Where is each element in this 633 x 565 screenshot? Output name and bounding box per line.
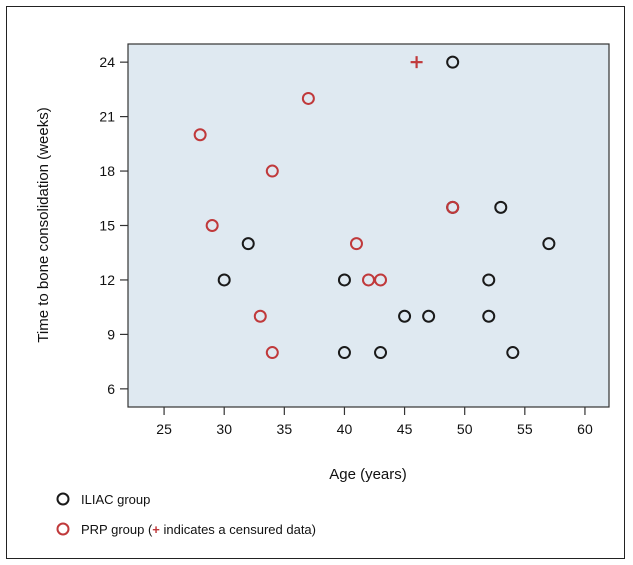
prp-group-point bbox=[374, 273, 388, 287]
x-tick-label: 45 bbox=[397, 421, 413, 437]
prp-group-point bbox=[349, 237, 363, 251]
y-tick-label: 9 bbox=[107, 326, 115, 342]
legend-prp-prefix: PRP group ( bbox=[81, 522, 153, 537]
prp-group-point bbox=[301, 91, 315, 105]
prp-group-point bbox=[265, 164, 279, 178]
y-axis: 6 9 12 15 18 21 24 bbox=[99, 54, 128, 397]
x-tick-label: 55 bbox=[517, 421, 533, 437]
y-tick-label: 15 bbox=[99, 218, 115, 234]
scatter-chart: 6 9 12 15 18 21 24 25 30 35 40 45 50 55 60 Age (years… bbox=[35, 43, 610, 537]
y-tick-label: 12 bbox=[99, 272, 115, 288]
y-tick-label: 24 bbox=[99, 54, 115, 70]
plot-area bbox=[127, 43, 610, 408]
prp-group-point bbox=[446, 200, 460, 214]
x-tick-label: 35 bbox=[277, 421, 293, 437]
y-tick-label: 6 bbox=[107, 381, 115, 397]
x-axis: 25 30 35 40 45 50 55 60 bbox=[156, 407, 593, 437]
prp-group-point bbox=[253, 309, 267, 323]
legend-censored-symbol: + bbox=[152, 522, 160, 537]
iliac-group-point bbox=[494, 200, 508, 214]
prp-group-point bbox=[362, 273, 375, 287]
data-points bbox=[193, 55, 556, 360]
iliac-group-point bbox=[422, 309, 436, 323]
figure-frame: 6 9 12 15 18 21 24 25 30 35 40 45 50 55 60 Age (years… bbox=[6, 6, 625, 559]
legend-iliac-marker bbox=[56, 492, 70, 506]
legend: ILIAC group PRP group (+ indicates a cen… bbox=[56, 492, 316, 537]
iliac-group-point bbox=[241, 237, 255, 251]
x-axis-label: Age (years) bbox=[329, 466, 407, 483]
iliac-group-point bbox=[374, 346, 388, 360]
x-tick-label: 30 bbox=[216, 421, 232, 437]
iliac-group-point bbox=[446, 55, 460, 69]
prp-group-point bbox=[265, 346, 279, 360]
legend-prp-marker bbox=[56, 522, 70, 536]
legend-prp-suffix: indicates a censured data) bbox=[160, 522, 316, 537]
x-tick-label: 40 bbox=[337, 421, 353, 437]
iliac-group-point bbox=[482, 309, 496, 323]
iliac-group-point bbox=[337, 346, 351, 360]
x-tick-label: 60 bbox=[577, 421, 593, 437]
x-tick-label: 25 bbox=[156, 421, 172, 437]
x-tick-label: 50 bbox=[457, 421, 473, 437]
y-axis-label: Time to bone consolidation (weeks) bbox=[35, 107, 52, 342]
iliac-group-point bbox=[217, 273, 231, 287]
y-tick-label: 21 bbox=[99, 109, 115, 125]
iliac-group-point bbox=[542, 237, 556, 251]
y-tick-label: 18 bbox=[99, 163, 115, 179]
legend-iliac-label: ILIAC group bbox=[81, 492, 150, 507]
prp-group-point bbox=[205, 219, 219, 232]
iliac-group-point bbox=[398, 309, 412, 323]
iliac-group-point bbox=[482, 273, 496, 287]
iliac-group-point bbox=[506, 346, 520, 360]
prp-group-censored-point bbox=[410, 56, 423, 69]
prp-group-point bbox=[193, 128, 207, 142]
legend-prp-label: PRP group (+ indicates a censured data) bbox=[81, 522, 316, 537]
iliac-group-point bbox=[337, 273, 351, 287]
